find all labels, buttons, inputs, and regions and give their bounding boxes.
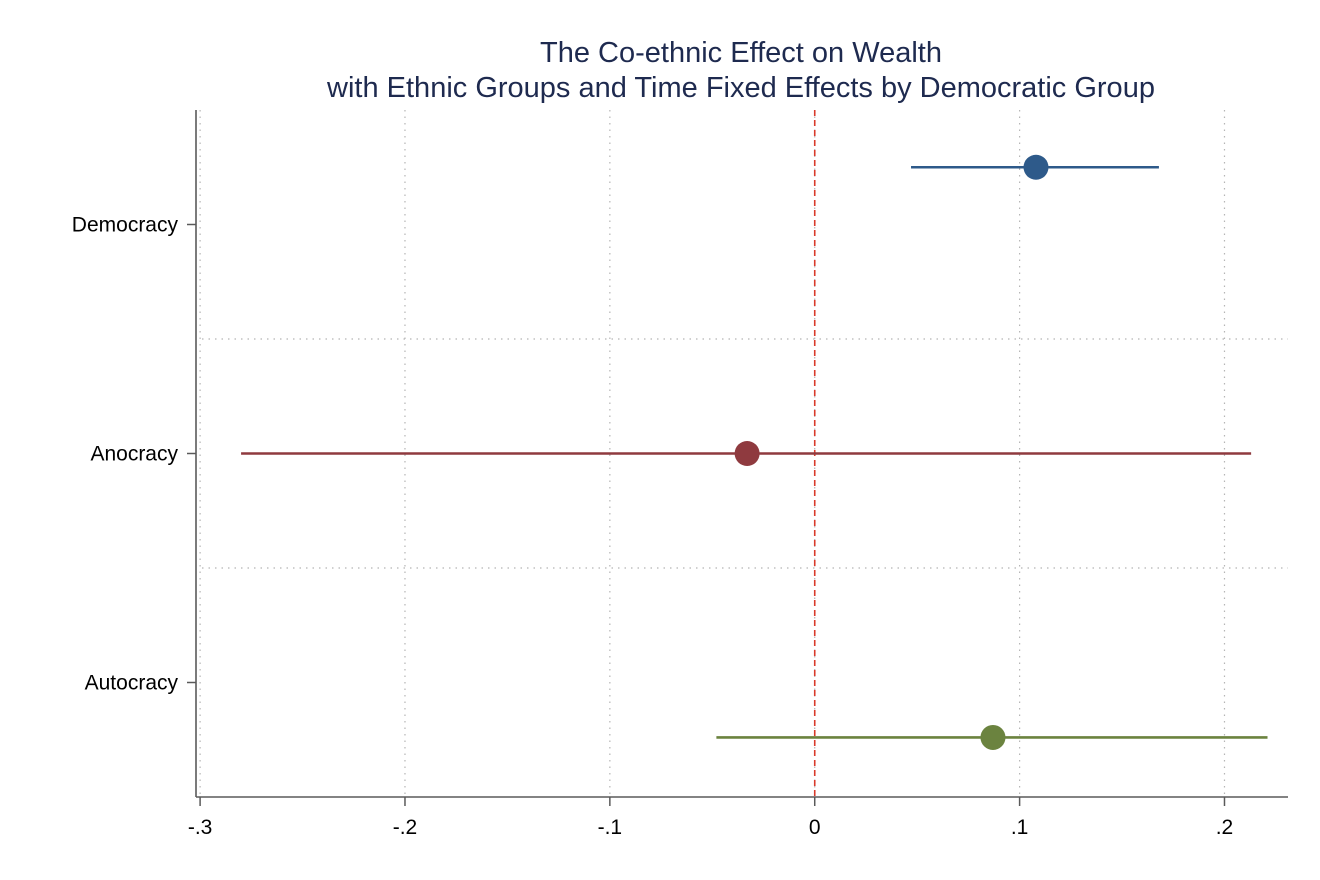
point-estimate-autocracy (980, 724, 1006, 750)
y-tick-label-democracy: Democracy (72, 214, 179, 237)
x-tick-label: .1 (1011, 816, 1029, 839)
chart-subtitle: with Ethnic Groups and Time Fixed Effect… (326, 72, 1155, 104)
point-estimate-democracy (1023, 154, 1049, 180)
x-tick-label: .2 (1216, 816, 1234, 839)
series-group (241, 154, 1268, 750)
x-tick-label: -.1 (598, 816, 623, 839)
y-tick-label-autocracy: Autocracy (85, 672, 179, 695)
point-estimate-anocracy (734, 441, 760, 466)
y-tick-label-anocracy: Anocracy (90, 443, 178, 466)
x-tick-label: -.2 (393, 816, 418, 839)
x-tick-label: -.3 (188, 816, 213, 839)
chart-title: The Co-ethnic Effect on Wealth (540, 37, 942, 69)
tick-group: -.3 -.2 -.1 0 .1 .2 Democracy Anocracy Autocracy (72, 214, 1233, 840)
x-tick-label: 0 (809, 816, 821, 839)
